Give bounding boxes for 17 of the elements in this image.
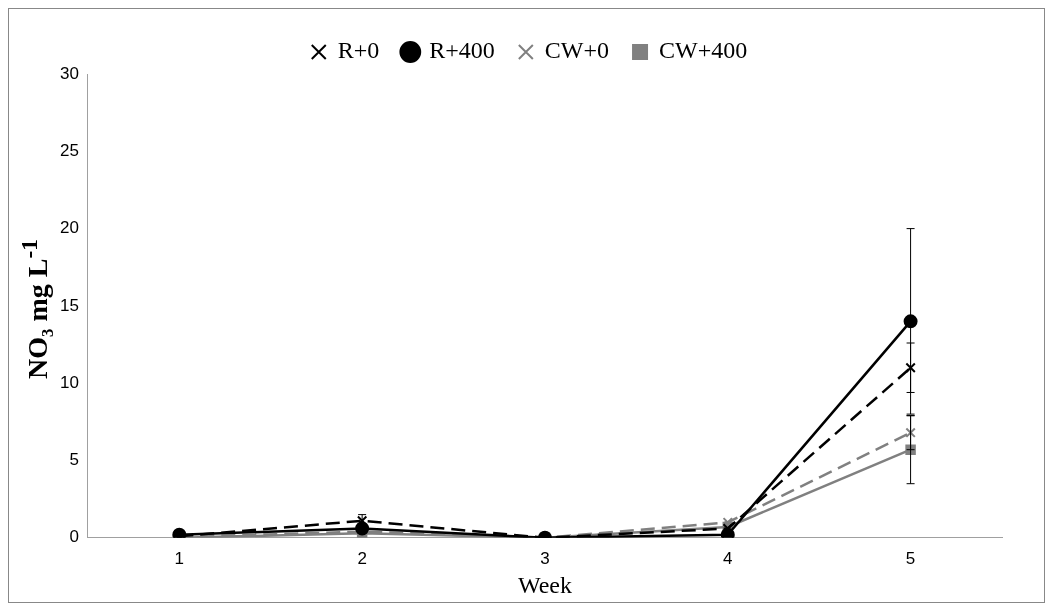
y-tick-label: 15 [59, 295, 79, 315]
y-tick-label: 30 [59, 63, 79, 83]
legend-label: CW+0 [544, 37, 610, 64]
x-tick-label: 2 [357, 548, 367, 568]
y-tick-label: 0 [69, 527, 79, 547]
legend-label: R+400 [429, 37, 495, 64]
x-tick-label: 4 [723, 548, 733, 568]
y-tick-label: 5 [69, 450, 79, 470]
x-tick-label: 3 [540, 548, 550, 568]
legend-label: CW+400 [659, 37, 748, 64]
y-tick-label: 20 [59, 218, 79, 238]
y-tick-label: 25 [59, 140, 79, 160]
y-tick-label: 10 [59, 372, 79, 392]
x-axis-title: Week [517, 571, 572, 598]
x-tick-label: 1 [174, 548, 185, 568]
legend-label: R+0 [337, 37, 380, 64]
x-tick-label: 5 [905, 548, 916, 568]
